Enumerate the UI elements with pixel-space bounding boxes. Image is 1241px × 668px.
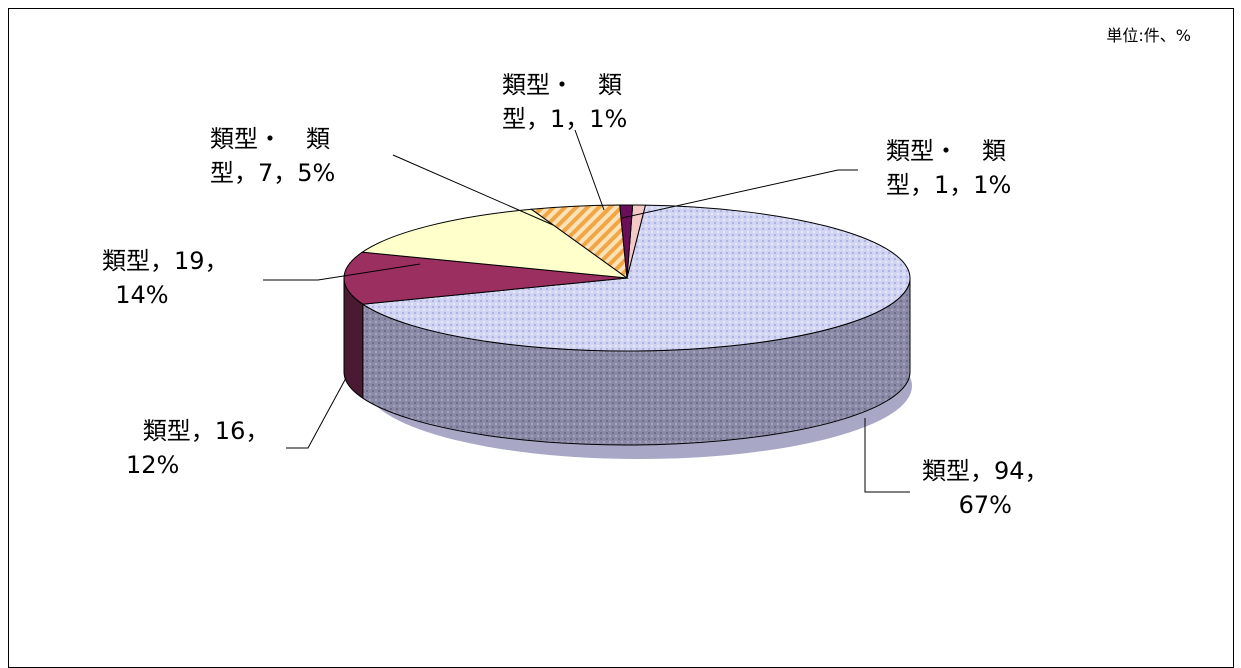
slice-label-main: 類型，94， 67% (922, 457, 1049, 519)
pie-chart (263, 129, 912, 493)
pie-slice (361, 204, 911, 352)
unit-note: 単位:件、% (1106, 26, 1191, 45)
leader-line (864, 418, 910, 493)
slice-label-7: 類型・ 類 型，7，5% (210, 125, 336, 187)
leader-line (263, 263, 421, 281)
leader-line (286, 377, 347, 449)
leader-line (392, 154, 554, 226)
pie-slice (619, 204, 634, 279)
leader-line (574, 129, 605, 211)
slice-label-16: 類型，16， 12% (126, 417, 270, 479)
slice-label-19: 類型，19， 14% (102, 247, 229, 309)
leader-line (621, 169, 858, 219)
slice-label-1a: 類型・ 類 型，1，1% (502, 71, 628, 133)
slice-label-1b: 類型・ 類 型，1，1% (886, 137, 1012, 199)
pie-slice (360, 208, 629, 279)
